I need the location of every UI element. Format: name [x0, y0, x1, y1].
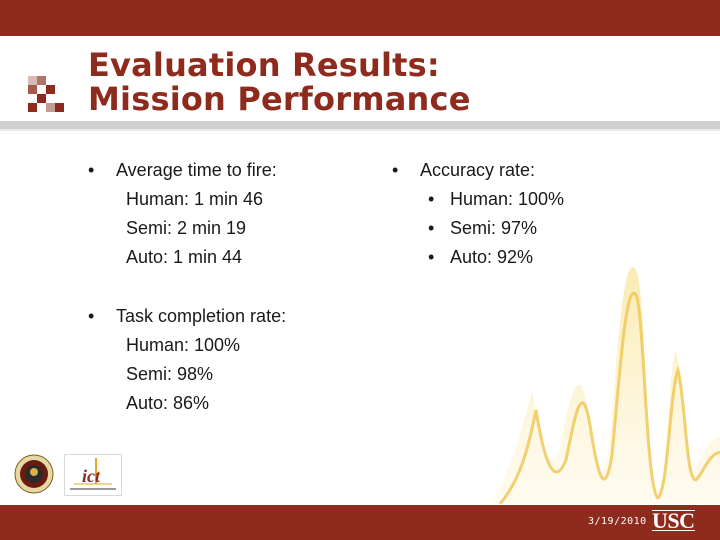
accuracy-human: Human: 100%: [450, 189, 565, 209]
fire-time-human: Human: 1 min 46: [126, 189, 264, 209]
title-line-2: Mission Performance: [88, 80, 471, 118]
title-line-1: Evaluation Results:: [88, 46, 440, 84]
bullet-icon: •: [88, 306, 95, 326]
title-divider: [0, 121, 720, 129]
ict-logo-text: ict: [82, 466, 101, 486]
slide-date: 3/19/2010: [588, 516, 647, 527]
list-item: • Accuracy rate:: [392, 156, 564, 185]
list-item: • Semi: 97%: [392, 214, 564, 243]
accuracy-heading: Accuracy rate:: [420, 160, 536, 180]
completion-heading: Task completion rate:: [116, 306, 287, 326]
accuracy-auto: Auto: 92%: [450, 247, 534, 267]
right-column: • Accuracy rate: • Human: 100% • Semi: 9…: [392, 156, 564, 272]
bullet-icon: •: [428, 247, 435, 267]
fire-time-auto: Auto: 1 min 44: [126, 247, 243, 267]
bullet-icon: •: [392, 160, 399, 180]
title-divider-shadow: [0, 129, 720, 131]
bullet-icon: •: [428, 218, 435, 238]
left-column-lower: • Task completion rate: Human: 100% Semi…: [88, 302, 286, 418]
accuracy-semi: Semi: 97%: [450, 218, 538, 238]
checker-decoration-icon: [28, 76, 64, 112]
fire-time-heading: Average time to fire:: [116, 160, 277, 180]
ict-logo: ict: [64, 454, 122, 496]
bullet-icon: •: [88, 160, 95, 180]
slide-title: Evaluation Results: Mission Performance: [88, 48, 471, 116]
list-item: • Task completion rate:: [88, 302, 286, 331]
fire-time-semi: Semi: 2 min 19: [126, 218, 247, 238]
left-column: • Average time to fire: Human: 1 min 46 …: [88, 156, 277, 272]
usc-logo: USC: [652, 508, 695, 533]
list-item: • Average time to fire:: [88, 156, 277, 185]
list-item: • Human: 100%: [392, 185, 564, 214]
army-seal-icon: [14, 454, 54, 494]
completion-auto: Auto: 86%: [126, 393, 210, 413]
waveform-decoration: [490, 267, 720, 504]
completion-human: Human: 100%: [126, 335, 241, 355]
bullet-icon: •: [428, 189, 435, 209]
top-banner: [0, 0, 720, 36]
bottom-banner: [0, 505, 720, 540]
completion-semi: Semi: 98%: [126, 364, 214, 384]
list-item: • Auto: 92%: [392, 243, 564, 272]
